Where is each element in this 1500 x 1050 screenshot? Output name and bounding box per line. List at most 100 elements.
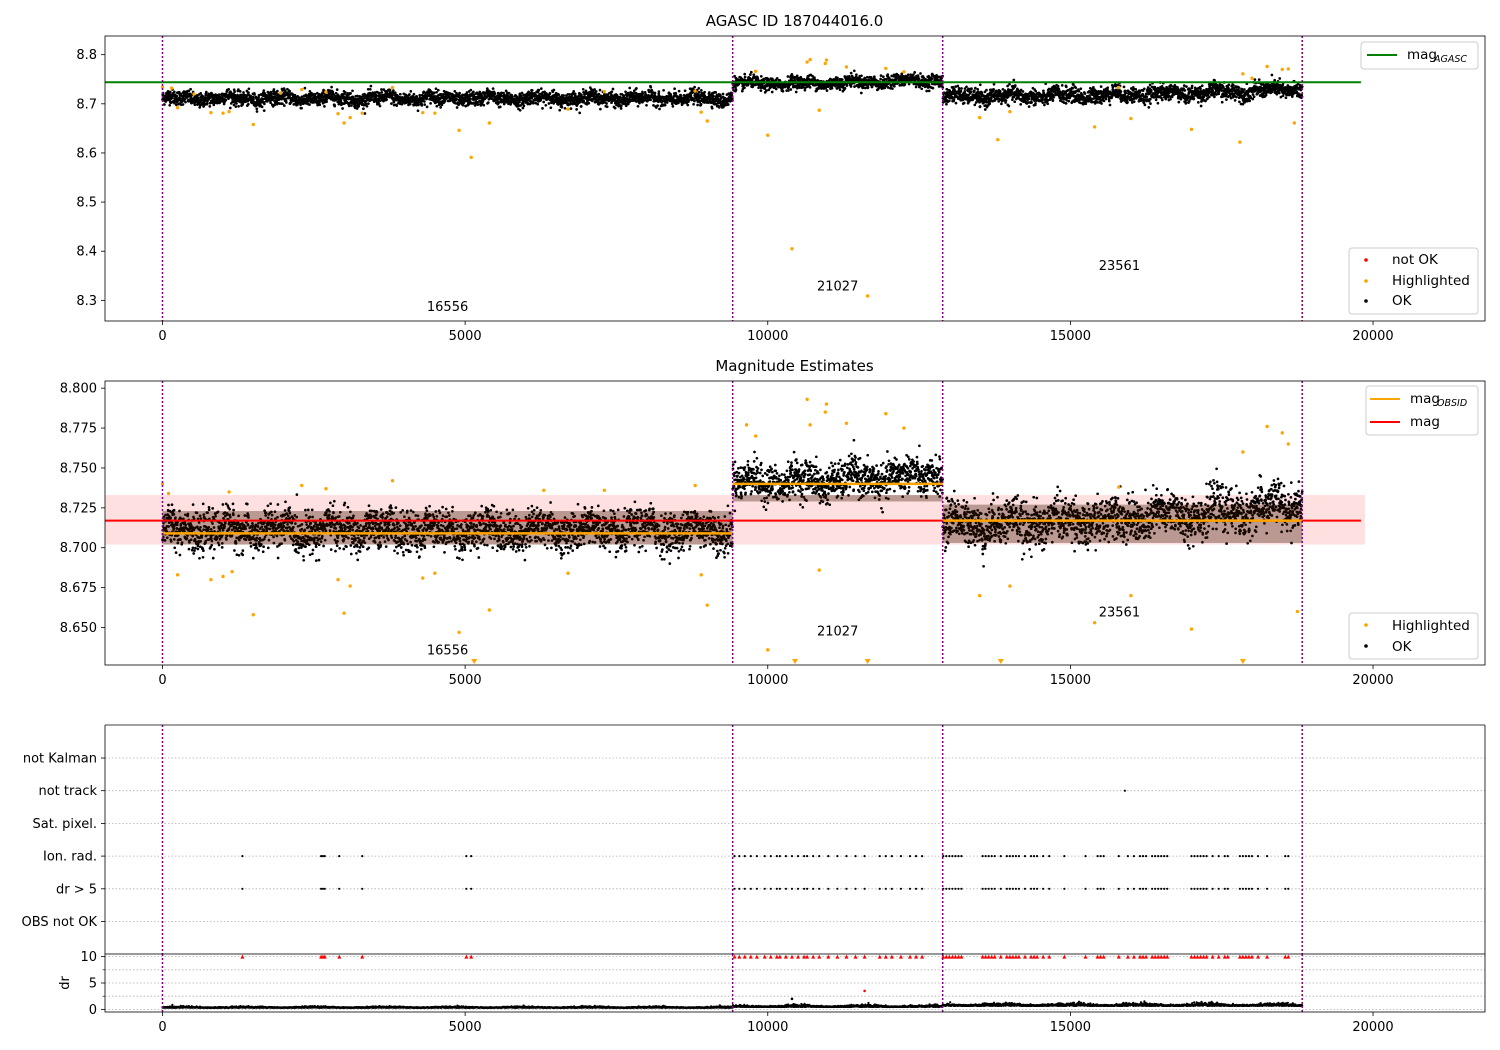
- agasc-ok-point: [641, 92, 645, 96]
- agasc-ok-point: [765, 89, 768, 92]
- agasc-ok-point: [774, 87, 778, 91]
- agasc-ok-point: [781, 89, 785, 93]
- agasc-ok-point: [636, 104, 640, 108]
- agasc-ok-point: [1125, 98, 1129, 102]
- agasc-ok-point: [380, 91, 384, 94]
- agasc-ok-point: [857, 85, 861, 88]
- agasc-ok-point: [752, 73, 756, 77]
- agasc-ok-point: [1027, 105, 1031, 108]
- agasc-ok-point: [1122, 85, 1126, 89]
- agasc-ok-point: [927, 83, 931, 87]
- agasc-ok-point: [866, 85, 870, 89]
- agasc-ok-point: [969, 90, 973, 94]
- agasc-ok-point: [1013, 84, 1017, 87]
- agasc-ok-point: [539, 87, 543, 90]
- agasc-ok-point: [458, 91, 461, 95]
- agasc-ok-point: [436, 88, 440, 92]
- agasc-ok-point: [435, 104, 439, 108]
- agasc-ok-point: [260, 105, 264, 109]
- agasc-ok-point: [351, 89, 354, 93]
- agasc-ok-point: [398, 92, 402, 96]
- agasc-ok-point: [903, 83, 907, 86]
- agasc-ok-point: [836, 76, 839, 80]
- agasc-ok-point: [183, 97, 187, 101]
- agasc-ok-point: [173, 101, 176, 105]
- agasc-ok-point: [536, 102, 540, 106]
- agasc-ok-point: [587, 101, 591, 105]
- agasc-ok-point: [954, 101, 958, 105]
- agasc-ok-point: [649, 85, 653, 89]
- agasc-ok-point: [388, 89, 392, 92]
- agasc-ok-point: [204, 90, 208, 94]
- agasc-ok-point: [1046, 102, 1050, 106]
- agasc-ok-point: [569, 107, 573, 110]
- agasc-ok-point: [619, 107, 623, 110]
- agasc-ok-point: [541, 107, 544, 110]
- agasc-ok-point: [284, 90, 287, 93]
- agasc-ok-point: [560, 105, 564, 109]
- agasc-ok-point: [789, 88, 793, 91]
- agasc-ok-point: [697, 90, 701, 94]
- agasc-ok-point: [599, 107, 602, 111]
- agasc-ok-point: [1008, 82, 1011, 86]
- agasc-ok-point: [845, 84, 849, 87]
- agasc-ok-point: [284, 101, 288, 104]
- agasc-ok-point: [390, 102, 393, 105]
- agasc-ok-point: [1021, 90, 1025, 93]
- agasc-ok-point: [1079, 101, 1082, 105]
- agasc-ok-point: [906, 73, 910, 77]
- agasc-ok-point: [962, 101, 966, 105]
- agasc-ok-point: [537, 88, 541, 92]
- agasc-ok-point: [246, 102, 250, 106]
- agasc-ok-point: [241, 103, 245, 106]
- agasc-ok-point: [970, 87, 973, 90]
- agasc-ok-point: [825, 89, 829, 92]
- agasc-ok-point: [425, 105, 429, 109]
- agasc-ok-point: [693, 99, 696, 103]
- agasc-ok-point: [544, 103, 548, 107]
- agasc-ok-point: [1060, 84, 1064, 87]
- agasc-ok-point: [224, 98, 228, 102]
- agasc-ok-point: [978, 105, 982, 108]
- agasc-ok-point: [1043, 103, 1046, 107]
- agasc-ok-point: [855, 73, 858, 77]
- agasc-ok-point: [692, 102, 695, 106]
- agasc-ok-point: [272, 88, 276, 91]
- agasc-ok-point: [385, 98, 388, 101]
- agasc-ok-point: [1013, 100, 1017, 104]
- agasc-ok-point: [658, 107, 661, 111]
- agasc-ok-point: [863, 86, 867, 90]
- agasc-ok-point: [184, 100, 187, 104]
- agasc-ok-point: [1119, 90, 1123, 93]
- agasc-ok-point: [919, 72, 922, 75]
- agasc-ok-point: [645, 103, 648, 107]
- agasc-ok-point: [881, 75, 885, 79]
- agasc-ok-point: [628, 86, 632, 90]
- agasc-ok-point: [1099, 85, 1103, 88]
- agasc-ok-point: [228, 106, 232, 110]
- agasc-ok-point: [368, 87, 372, 91]
- agasc-ok-point: [925, 89, 929, 93]
- agasc-ok-point: [611, 87, 615, 91]
- agasc-ok-point: [653, 91, 657, 95]
- agasc-ok-point: [512, 97, 516, 101]
- agasc-ok-point: [1083, 92, 1087, 95]
- agasc-ok-point: [1052, 95, 1056, 99]
- agasc-ok-point: [879, 77, 882, 81]
- agasc-ok-point: [418, 93, 422, 97]
- agasc-ok-point: [408, 93, 411, 96]
- agasc-ok-point: [683, 89, 687, 93]
- agasc-ok-point: [638, 101, 641, 105]
- agasc-ok-point: [323, 105, 326, 108]
- agasc-ok-point: [859, 91, 863, 95]
- agasc-ok-point: [840, 78, 844, 81]
- agasc-ok-point: [496, 91, 500, 95]
- agasc-ok-point: [172, 90, 176, 94]
- agasc-ok-point: [775, 77, 779, 80]
- agasc-ok-point: [335, 88, 339, 91]
- agasc-ok-point: [476, 103, 480, 106]
- agasc-ok-point: [558, 108, 562, 112]
- agasc-ok-point: [852, 69, 856, 73]
- agasc-ok-point: [367, 102, 370, 105]
- agasc-ok-point: [333, 104, 337, 108]
